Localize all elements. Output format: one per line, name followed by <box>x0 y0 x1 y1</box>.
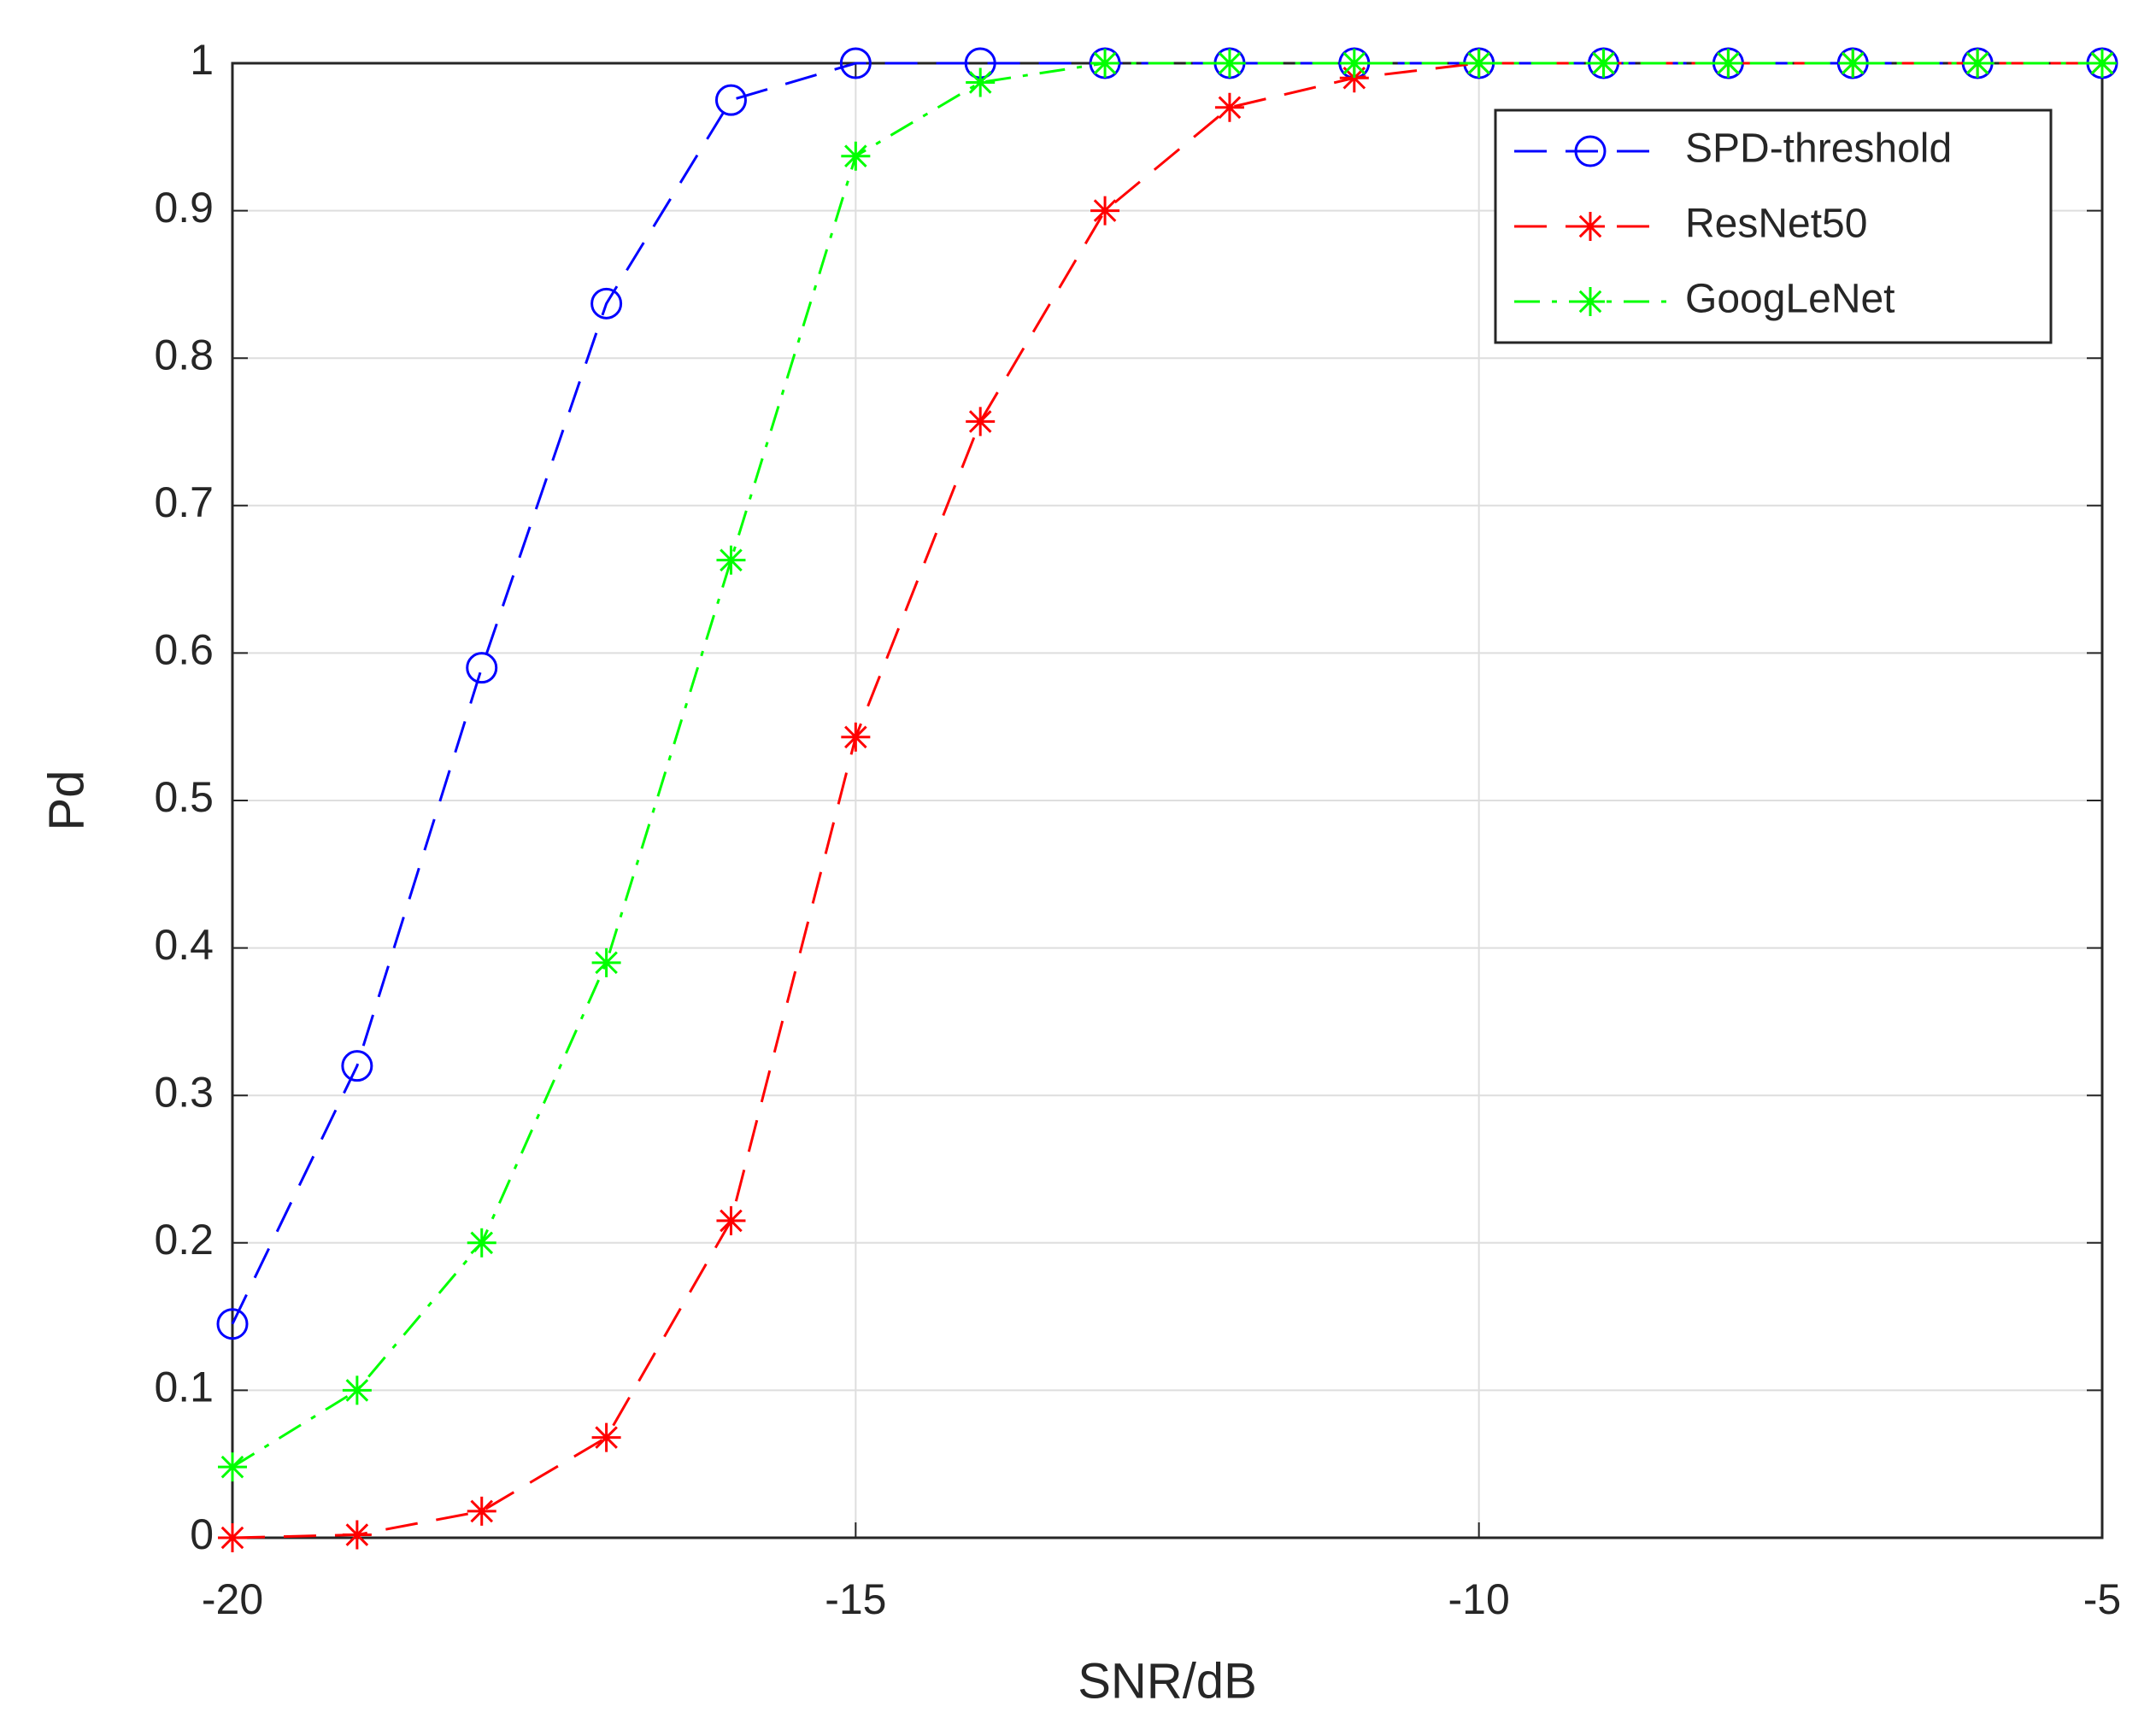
series-line <box>232 62 2102 1469</box>
y-tick-label: 0.2 <box>154 1216 214 1264</box>
marker <box>1090 49 1120 78</box>
marker <box>714 84 747 116</box>
marker <box>216 1308 249 1340</box>
marker <box>1838 49 1868 78</box>
legend-text: GoogLeNet <box>1685 277 1895 322</box>
marker <box>218 1523 247 1552</box>
marker <box>1464 49 1494 78</box>
y-tick-label: 0.3 <box>154 1068 214 1116</box>
y-tick-label: 0.6 <box>154 626 214 674</box>
marker <box>591 1422 621 1452</box>
y-tick-label: 0.4 <box>154 921 214 969</box>
legend-text: SPD-threshold <box>1685 126 1952 172</box>
marker <box>1576 212 1605 241</box>
legend-text: ResNet50 <box>1685 202 1867 247</box>
marker <box>1576 287 1605 316</box>
marker <box>467 1496 496 1526</box>
marker <box>1339 63 1369 93</box>
marker <box>1589 49 1618 78</box>
marker <box>1963 49 1993 78</box>
marker <box>839 47 872 79</box>
y-tick-label: 0.7 <box>154 478 214 526</box>
y-tick-label: 0.9 <box>154 184 214 232</box>
marker <box>966 67 996 97</box>
marker <box>716 545 746 575</box>
y-tick-label: 1 <box>190 36 214 84</box>
marker <box>467 1228 496 1258</box>
marker <box>1090 196 1120 226</box>
marker <box>218 1452 247 1482</box>
series-line <box>232 62 2102 1539</box>
marker <box>1713 49 1743 78</box>
y-tick-label: 0.5 <box>154 773 214 821</box>
marker <box>342 1520 372 1550</box>
y-tick-label: 0.8 <box>154 331 214 378</box>
x-tick-label: -15 <box>825 1575 886 1623</box>
marker <box>590 287 623 320</box>
marker <box>1214 49 1244 78</box>
x-tick-label: -20 <box>202 1575 263 1623</box>
marker <box>966 407 996 437</box>
marker <box>841 722 871 752</box>
y-tick-label: 0 <box>190 1510 214 1558</box>
x-tick-label: -5 <box>2083 1575 2121 1623</box>
marker <box>2088 49 2117 78</box>
marker <box>716 1205 746 1235</box>
marker <box>342 1375 372 1405</box>
marker <box>591 947 621 977</box>
marker <box>1339 49 1369 78</box>
marker <box>841 141 871 171</box>
x-tick-label: -10 <box>1448 1575 1510 1623</box>
marker <box>341 1050 373 1082</box>
marker <box>1574 135 1607 167</box>
x-axis-title: SNR/dB <box>1078 1653 1257 1709</box>
marker <box>1214 92 1244 122</box>
marker <box>466 652 498 684</box>
y-tick-label: 0.1 <box>154 1363 214 1411</box>
y-axis-title: Pd <box>38 771 94 831</box>
